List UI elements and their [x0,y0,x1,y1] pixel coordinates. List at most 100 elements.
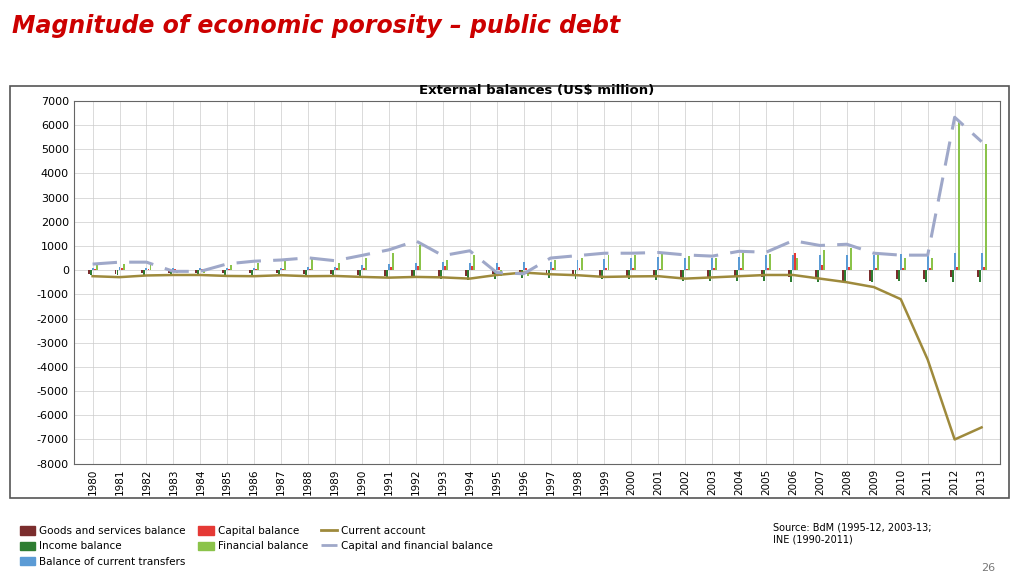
Bar [115,270,117,275]
Bar [419,245,421,270]
Bar [868,270,870,281]
Bar [953,253,955,270]
Bar [117,270,119,275]
Bar [896,270,898,279]
Bar [848,267,850,270]
Bar [931,257,933,270]
Bar [93,269,95,270]
Bar [365,258,367,270]
Bar [794,253,796,270]
Bar [631,258,633,270]
Bar [279,270,281,275]
Bar [662,254,664,270]
Bar [925,270,927,282]
Bar [469,263,471,270]
Bar [957,120,959,270]
Bar [581,257,583,270]
Text: Magnitude of economic porosity – public debt: Magnitude of economic porosity – public … [12,14,621,39]
Bar [904,257,906,270]
Bar [844,270,846,282]
Bar [550,262,552,270]
Bar [949,270,951,278]
Bar [357,270,358,275]
Bar [552,268,554,270]
Bar [819,255,821,270]
Bar [330,270,332,274]
Bar [923,270,925,279]
Bar [413,270,415,278]
Bar [524,268,526,270]
Bar [226,268,228,270]
Bar [763,270,765,281]
Bar [500,270,502,276]
Legend: Goods and services balance, Income balance, Balance of current transfers, Capita: Goods and services balance, Income balan… [15,522,497,571]
Bar [574,270,577,279]
Bar [629,270,631,279]
Bar [230,265,232,270]
Bar [680,270,682,277]
Bar [653,270,655,277]
Bar [983,267,985,270]
Bar [734,270,736,277]
Bar [150,263,152,270]
Bar [443,266,445,270]
Bar [494,270,496,279]
Bar [877,255,879,270]
Bar [548,270,550,278]
Bar [684,258,686,270]
Bar [927,253,929,270]
Bar [89,270,91,275]
Bar [255,268,257,270]
Bar [417,266,419,270]
Bar [716,258,717,270]
Bar [842,270,844,281]
Bar [88,270,89,274]
Bar [874,268,877,270]
Bar [147,269,150,270]
Bar [411,270,413,276]
Bar [607,255,609,270]
Bar [682,270,684,281]
Bar [599,270,601,276]
Bar [985,145,986,270]
Bar [386,270,388,278]
Bar [390,267,392,270]
Bar [388,264,390,270]
Bar [364,268,365,270]
Bar [285,262,286,270]
Bar [143,270,145,275]
Bar [872,255,874,270]
Bar [518,270,520,273]
Bar [554,260,556,270]
Bar [761,270,763,278]
Bar [168,270,170,272]
Bar [742,253,744,270]
FancyBboxPatch shape [10,86,1009,498]
Bar [251,270,253,275]
Bar [572,270,574,276]
Bar [257,263,259,270]
Bar [657,257,659,270]
Bar [172,268,174,270]
Bar [492,270,494,274]
Bar [145,268,147,270]
Bar [627,270,629,277]
Bar [846,255,848,270]
Bar [796,257,798,270]
Bar [951,270,953,282]
Bar [708,270,710,277]
Bar [579,268,581,270]
Bar [659,268,662,270]
Bar [850,248,852,270]
Bar [655,270,657,281]
Bar [338,263,340,270]
Bar [736,270,738,281]
Bar [979,270,981,282]
Bar [121,268,123,270]
Bar [253,268,255,270]
Bar [438,270,439,278]
Bar [546,270,548,275]
Bar [467,270,469,280]
Bar [392,253,394,270]
Bar [202,269,204,270]
